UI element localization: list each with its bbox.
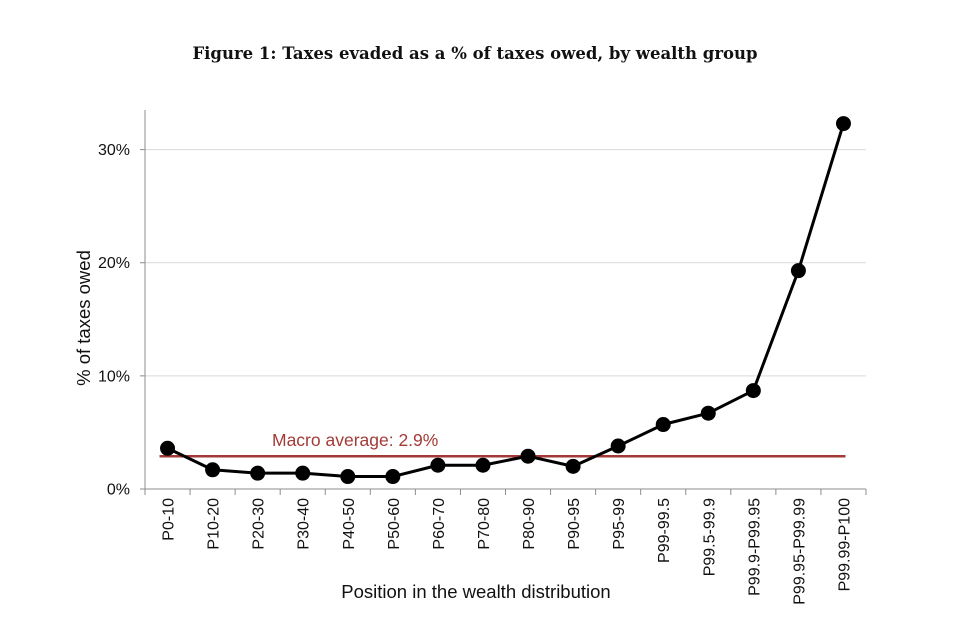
data-point-P99-99.5 (655, 417, 671, 433)
series-line (166, 123, 845, 479)
x-tick-label: P90-95 (566, 498, 583, 550)
data-point-P60-70 (430, 457, 446, 473)
x-tick-label: P60-70 (431, 498, 448, 550)
x-tick-label: P99.95-P99.99 (791, 498, 808, 605)
reference-line-group: Macro average: 2.9% (159, 430, 846, 458)
x-tick-label: P70-80 (476, 498, 493, 550)
data-point-P50-60 (385, 469, 401, 485)
x-tick-label: P20-30 (251, 498, 268, 550)
data-point-P30-40 (295, 465, 311, 481)
x-axis-title: Position in the wealth distribution (341, 581, 610, 602)
data-point-P10-20 (205, 462, 221, 478)
x-tick-label: P80-90 (521, 498, 538, 550)
x-tick-label: P0-10 (161, 498, 178, 541)
data-point-P70-80 (475, 457, 491, 473)
x-tick-label: P99.5-99.9 (701, 498, 718, 576)
data-point-P99.9-P99.95 (745, 383, 761, 399)
data-point-P40-50 (340, 469, 356, 485)
y-tick-label: 20% (98, 255, 130, 272)
y-tick-label: 10% (98, 368, 130, 385)
x-tick-label: P95-99 (611, 498, 628, 550)
figure-title: Figure 1: Taxes evaded as a % of taxes o… (192, 44, 757, 63)
x-tick-label: P10-20 (206, 498, 223, 550)
x-tick-label: P99.99-P100 (836, 498, 853, 592)
x-tick-label: P99-99.5 (656, 498, 673, 563)
y-tick-label: 0% (107, 482, 130, 499)
data-point-P95-99 (610, 438, 626, 454)
x-tick-label: P50-60 (386, 498, 403, 550)
y-tick-label: 30% (98, 142, 130, 159)
data-point-P90-95 (565, 458, 581, 474)
tick-labels: 0% 10% 20% 30% P0-10 P10-20 P20-30 P30-40 P40-50… (98, 142, 854, 605)
x-tick-label: P40-50 (341, 498, 358, 550)
data-point-P20-30 (250, 465, 266, 481)
series-group (160, 116, 851, 485)
data-point-P80-90 (520, 448, 536, 464)
x-tick-label: P30-40 (296, 498, 313, 550)
data-point-P99.95-P99.99 (790, 263, 806, 279)
y-axis-title: % of taxes owed (73, 250, 94, 386)
axes (140, 110, 867, 495)
data-point-P99.5-99.9 (700, 405, 716, 421)
gridlines (145, 149, 866, 377)
data-point-P0-10 (160, 440, 176, 456)
macro-average-label: Macro average: 2.9% (272, 430, 438, 450)
data-point-P99.99-P100 (835, 116, 851, 132)
x-tick-label: P99.9-P99.95 (746, 498, 763, 596)
